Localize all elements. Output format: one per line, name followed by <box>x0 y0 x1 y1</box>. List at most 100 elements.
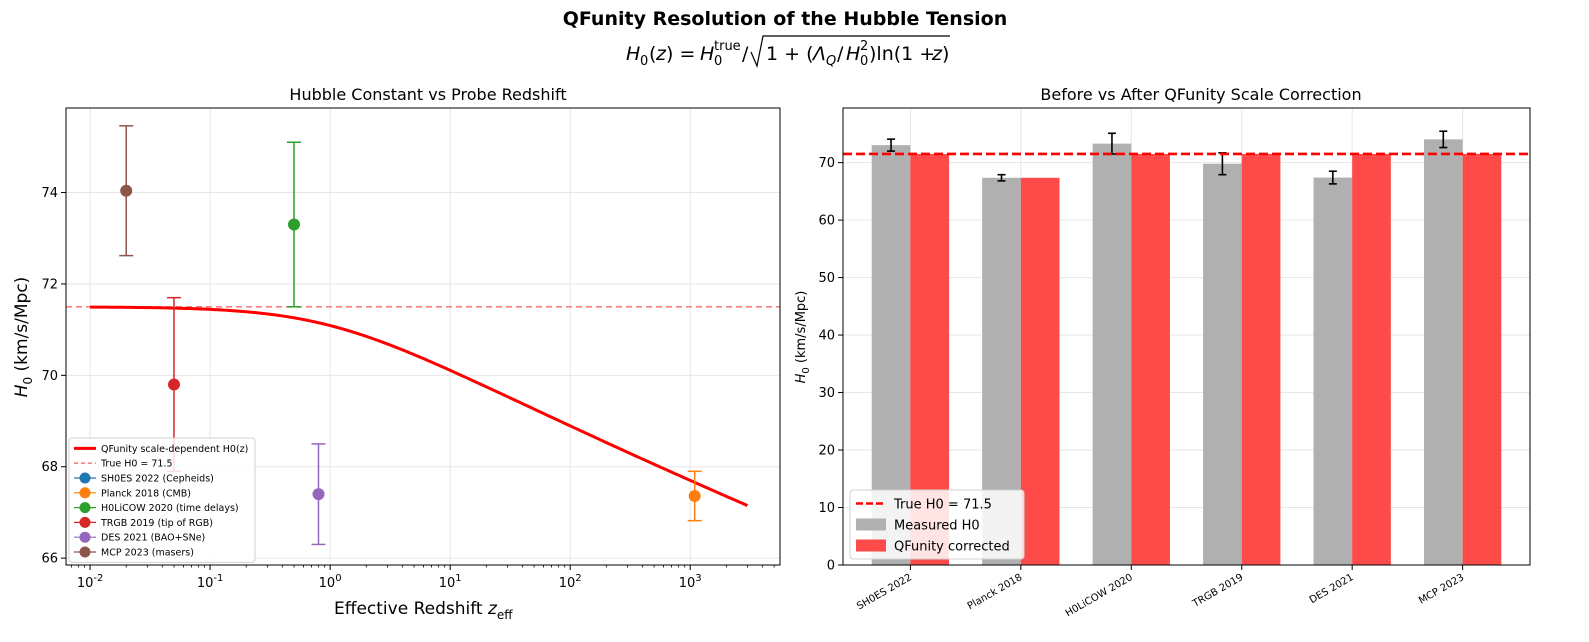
right-y-tick-label: 60 <box>818 214 835 229</box>
left-legend-label: Planck 2018 (CMB) <box>101 488 191 499</box>
right-legend-swatch <box>856 539 886 552</box>
svg-text:) =: ) = <box>666 43 695 65</box>
left-plot-frame <box>65 107 781 566</box>
left-qfunity-curve <box>90 305 749 507</box>
right-y-tick-label: 70 <box>818 156 835 171</box>
right-y-tick-label: 10 <box>818 501 835 516</box>
left-legend: QFunity scale-dependent H0(z) True H0 = 7… <box>68 437 256 563</box>
svg-text:0: 0 <box>640 54 648 69</box>
svg-text:0: 0 <box>714 54 722 69</box>
svg-text:true: true <box>714 39 741 54</box>
left-points <box>119 125 702 546</box>
right-y-tick-label: 20 <box>818 444 835 459</box>
left-marker <box>287 218 300 231</box>
svg-text:Λ: Λ <box>811 43 826 65</box>
right-y-axis-label: H0 (km/s/Mpc) <box>794 291 812 384</box>
left-data-point <box>687 470 702 522</box>
corrected-bar <box>1020 177 1060 565</box>
svg-text:): ) <box>942 43 949 65</box>
left-curve-group <box>90 305 749 507</box>
left-x-tick-label: 10-1 <box>197 573 224 591</box>
left-x-tick-label: 101 <box>439 573 462 591</box>
left-legend-label: TRGB 2019 (tip of RGB) <box>100 518 213 529</box>
right-legend-label: QFunity corrected <box>894 540 1010 555</box>
right-y-tick-label: 40 <box>818 329 835 344</box>
svg-text:H: H <box>700 43 714 65</box>
right-legend-swatch <box>856 518 886 531</box>
left-marker <box>120 184 133 197</box>
figure-title: QFunity Resolution of the Hubble Tension <box>563 8 1007 30</box>
measured-bar <box>1092 143 1132 565</box>
left-y-tick-label: 66 <box>41 552 58 567</box>
left-legend-label: QFunity scale-dependent H0(z) <box>101 444 248 455</box>
left-marker <box>167 378 180 391</box>
measured-bar <box>1313 177 1353 565</box>
right-legend-label: True H0 = 71.5 <box>893 498 992 513</box>
right-y-ticks: 0 10 20 30 40 50 60 70 <box>818 156 843 574</box>
left-x-tick-label: 103 <box>679 573 702 591</box>
left-y-ticks: 66 68 70 72 74 <box>41 186 66 567</box>
left-y-tick-label: 70 <box>41 369 58 384</box>
left-legend-label: MCP 2023 (masers) <box>101 548 194 559</box>
left-chart-title: Hubble Constant vs Probe Redshift <box>289 85 566 104</box>
right-legend: True H0 = 71.5 Measured H0 QFunity correct… <box>849 489 1025 560</box>
left-x-ticks: 10-2 10-1 100 101 102 103 <box>71 565 775 591</box>
svg-text:Effective Redshift zeff: Effective Redshift zeff <box>334 599 513 622</box>
svg-text:H0 (km/s/Mpc): H0 (km/s/Mpc) <box>12 277 35 398</box>
left-marker <box>312 488 325 501</box>
svg-text:z: z <box>655 43 667 65</box>
svg-text:z: z <box>931 43 943 65</box>
corrected-bar <box>1241 153 1281 565</box>
right-chart-title: Before vs After QFunity Scale Correction <box>1040 85 1361 104</box>
right-y-tick-label: 0 <box>827 559 835 574</box>
left-legend-label: H0LiCOW 2020 (time delays) <box>101 503 239 514</box>
left-x-axis-label: Effective Redshift zeff <box>334 599 513 622</box>
right-legend-label: Measured H0 <box>894 519 980 534</box>
left-y-tick-label: 74 <box>41 186 58 201</box>
left-y-axis-label: H0 (km/s/Mpc) <box>12 277 35 398</box>
svg-text:H0 (km/s/Mpc): H0 (km/s/Mpc) <box>794 291 812 384</box>
right-legend-box <box>849 489 1025 560</box>
left-x-tick-label: 100 <box>319 573 342 591</box>
svg-text:/: / <box>742 43 749 65</box>
left-legend-marker <box>79 487 91 499</box>
right-y-tick-label: 50 <box>818 271 835 286</box>
svg-text:H: H <box>626 43 640 65</box>
left-legend-label: DES 2021 (BAO+SNe) <box>101 533 205 544</box>
corrected-bar <box>1352 153 1391 565</box>
measured-bar <box>1203 163 1242 565</box>
svg-text:H: H <box>846 43 860 65</box>
left-legend-marker <box>79 531 91 543</box>
left-y-tick-label: 72 <box>41 277 58 292</box>
left-legend-label: SH0ES 2022 (Cepheids) <box>101 474 214 485</box>
svg-text:/: / <box>837 43 844 65</box>
measured-bar <box>1423 139 1463 565</box>
svg-text:(: ( <box>649 43 656 65</box>
left-x-tick-label: 10-2 <box>77 573 104 591</box>
left-marker <box>688 489 701 502</box>
svg-text:1 + (: 1 + ( <box>766 43 814 65</box>
svg-text:Q: Q <box>826 54 836 69</box>
corrected-bar <box>1131 153 1170 565</box>
left-legend-marker <box>79 546 91 558</box>
left-legend-box <box>68 437 256 563</box>
left-data-point <box>311 443 326 546</box>
left-legend-marker <box>79 502 91 514</box>
svg-text:2: 2 <box>860 39 868 54</box>
svg-text:)ln(1 +: )ln(1 + <box>869 43 935 65</box>
left-y-tick-label: 68 <box>41 460 58 475</box>
left-legend-marker <box>79 472 91 484</box>
right-plot-frame <box>842 107 1531 566</box>
left-chart: Hubble Constant vs Probe Redshift 10-2 10… <box>12 85 781 622</box>
left-legend-label: True H0 = 71.5 <box>100 459 173 470</box>
svg-text:0: 0 <box>860 54 868 69</box>
left-data-point <box>286 141 301 308</box>
formula-subtitle: H 0 ( z ) = H 0 true / 1 + ( Λ Q / H 2 0… <box>626 35 950 69</box>
left-legend-marker <box>79 516 91 528</box>
right-error-bars <box>887 130 1448 185</box>
corrected-bar <box>1462 153 1502 565</box>
left-x-tick-label: 102 <box>559 573 582 591</box>
left-data-point <box>119 125 134 257</box>
right-y-tick-label: 30 <box>818 386 835 401</box>
